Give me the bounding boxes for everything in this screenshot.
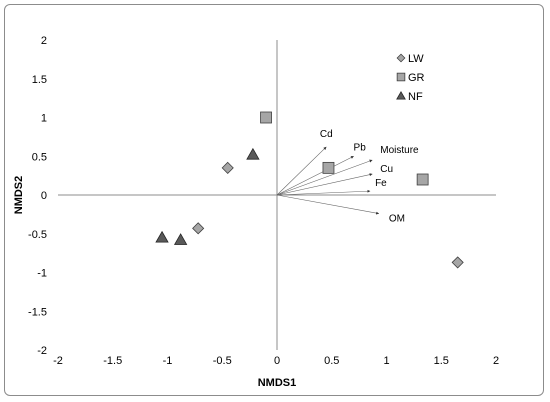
point-gr: [260, 111, 272, 124]
vector-arrow: [276, 155, 354, 196]
legend: LW GR NF: [396, 53, 425, 103]
legend-label-gr: GR: [408, 72, 425, 84]
x-axis-label: NMDS1: [258, 377, 297, 389]
y-tick-label: 1: [41, 113, 47, 125]
x-tick-label: 1: [383, 355, 389, 367]
vector-label: Moisture: [380, 145, 419, 156]
point-lw: [451, 256, 464, 269]
vector-arrow: [276, 159, 373, 196]
x-tick-label: 0.5: [324, 355, 339, 367]
vector-arrow: [276, 146, 327, 196]
y-tick-label: 0.5: [32, 151, 47, 163]
y-tick-label: -2: [37, 345, 47, 357]
x-tick-label: -1: [163, 355, 173, 367]
y-axis-label: NMDS2: [13, 176, 25, 215]
point-nf: [173, 233, 188, 245]
environmental-vectors: Cd Pb Moisture Cu Fe OM: [276, 129, 419, 225]
tick-labels: -2 -1.5 -1 -0.5 0 0.5 1 1.5 2 2 1.5 1 0.5 0 -0.5 -1 -1.5…: [28, 35, 499, 367]
x-tick-label: 2: [493, 355, 499, 367]
y-tick-label: -1.5: [28, 306, 47, 318]
x-tick-label: -2: [53, 355, 63, 367]
y-tick-label: 0: [41, 190, 47, 202]
x-tick-label: 1.5: [434, 355, 449, 367]
vector-label: Pb: [354, 142, 367, 153]
legend-marker-nf: [396, 90, 406, 100]
point-gr: [322, 161, 335, 174]
vector-arrow: [276, 173, 373, 196]
point-gr: [416, 173, 429, 186]
y-tick-label: 1.5: [32, 74, 47, 86]
x-tick-label: 0: [274, 355, 280, 367]
point-lw: [192, 222, 205, 235]
legend-label-lw: LW: [408, 53, 424, 65]
point-nf: [246, 147, 260, 160]
point-lw: [221, 161, 234, 174]
vector-label: Fe: [375, 178, 387, 189]
y-tick-label: 2: [41, 35, 47, 47]
vector-label: Cu: [380, 164, 393, 175]
chart-frame: [4, 4, 544, 396]
legend-marker-lw: [396, 53, 406, 63]
vector-label: OM: [389, 214, 405, 225]
legend-label-nf: NF: [408, 91, 423, 103]
point-nf: [155, 230, 169, 243]
vector-label: Cd: [320, 129, 333, 140]
vector-arrow: [276, 194, 380, 215]
data-points: [155, 111, 464, 269]
y-tick-label: -0.5: [28, 229, 47, 241]
vector-arrow: [276, 189, 371, 196]
x-tick-label: -1.5: [103, 355, 122, 367]
y-tick-label: -1: [37, 268, 47, 280]
x-tick-label: -0.5: [213, 355, 232, 367]
legend-marker-gr: [396, 72, 406, 82]
